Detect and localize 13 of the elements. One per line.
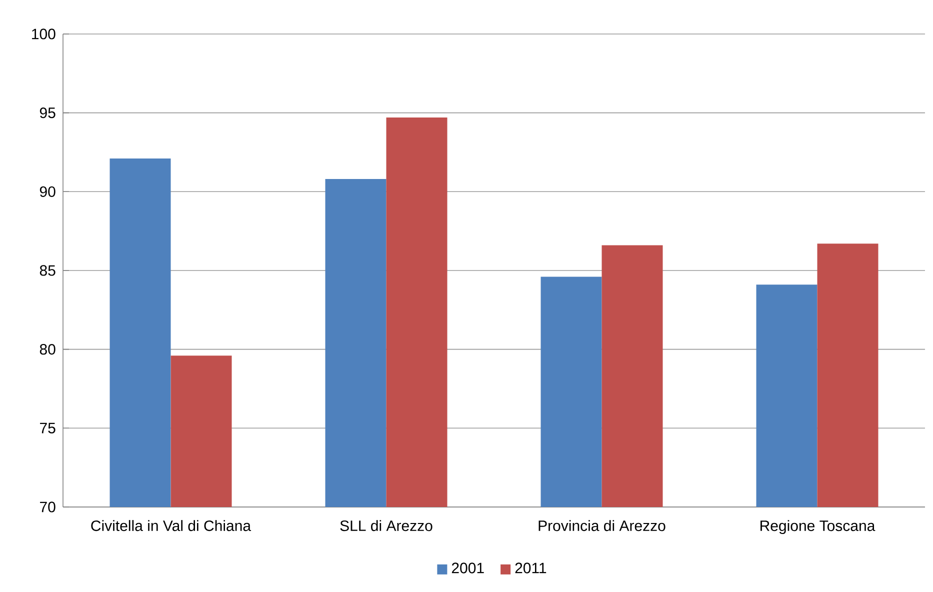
x-tick-label: Civitella in Val di Chiana [91,520,252,532]
y-tick-label: 100 [32,28,56,40]
y-tick-label: 90 [40,186,56,197]
x-tick-label: Regione Toscana [760,520,876,534]
y-tick-label: 85 [40,265,56,276]
y-tick-label: 80 [40,344,56,355]
legend-label: 2011 [515,562,546,574]
y-tick-label: 75 [40,422,56,434]
x-tick-label: SLL di Arezzo [340,520,432,532]
y-tick-label: 70 [40,502,56,512]
legend-label: 2001 [452,562,484,574]
x-tick-label: Provincia di Arezzo [538,520,666,532]
y-tick-label: 95 [40,108,56,118]
